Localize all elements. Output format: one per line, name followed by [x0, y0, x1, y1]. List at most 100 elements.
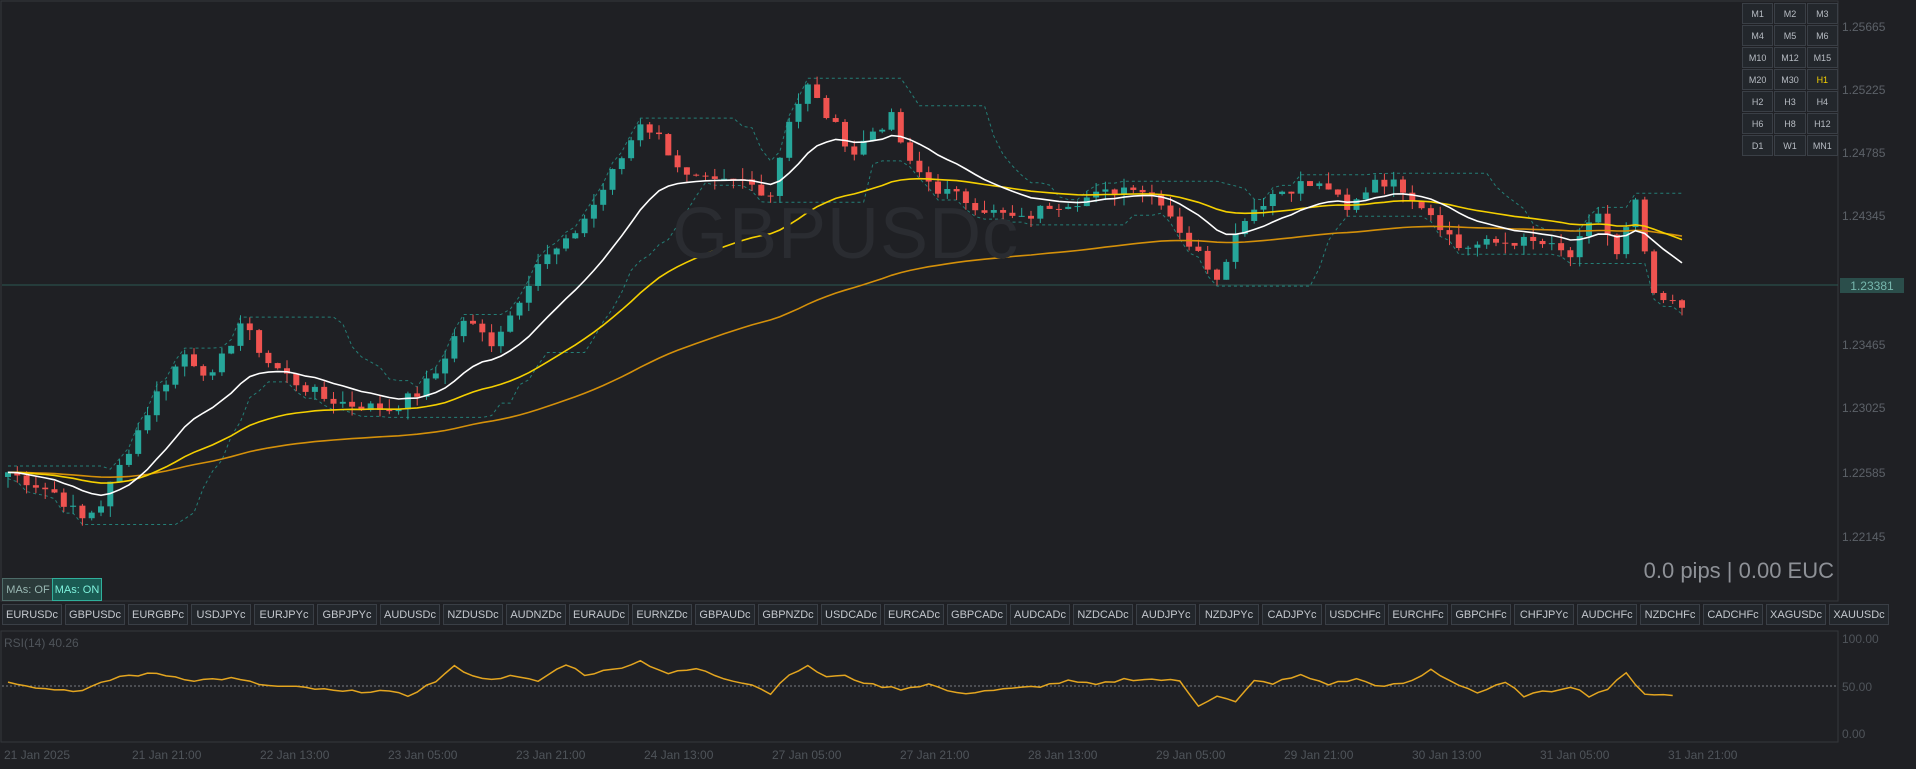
symbol-button-eurchfc[interactable]: EURCHFc — [1388, 604, 1448, 625]
candle-body — [386, 409, 393, 412]
symbol-button-usdcadc[interactable]: USDCADc — [821, 604, 881, 625]
symbol-button-usdjpyc[interactable]: USDJPYc — [191, 604, 251, 625]
timeframe-button-m15[interactable]: M15 — [1806, 47, 1838, 68]
symbol-button-audjpyc[interactable]: AUDJPYc — [1136, 604, 1196, 625]
symbol-button-nzdusdc[interactable]: NZDUSDc — [443, 604, 503, 625]
price-axis-label: 1.25225 — [1842, 83, 1886, 97]
candle-body — [1390, 179, 1397, 187]
rsi-axis-label: 100.00 — [1842, 632, 1879, 646]
symbol-button-eurusdc[interactable]: EURUSDc — [2, 604, 62, 625]
candle-body — [218, 353, 225, 373]
symbol-button-chfjpyc[interactable]: CHFJPYc — [1514, 604, 1574, 625]
symbol-button-gbpusdc[interactable]: GBPUSDc — [65, 604, 125, 625]
symbol-button-nzdchfc[interactable]: NZDCHFc — [1640, 604, 1700, 625]
timeframe-button-h1[interactable]: H1 — [1806, 69, 1838, 90]
timeframe-button-h4[interactable]: H4 — [1806, 91, 1838, 112]
candle-body — [293, 373, 300, 386]
timeframe-button-m10[interactable]: M10 — [1742, 47, 1774, 68]
candle-body — [330, 398, 337, 404]
timeframe-button-m12[interactable]: M12 — [1774, 47, 1806, 68]
candle-body — [888, 112, 895, 130]
current-price-label: 1.23381 — [1840, 278, 1904, 293]
candle-body — [990, 210, 997, 213]
candle-body — [1679, 300, 1685, 308]
candle-body — [804, 84, 811, 104]
candle-body — [1204, 250, 1211, 270]
symbol-button-eurcadc[interactable]: EURCADc — [884, 604, 944, 625]
time-axis-label: 22 Jan 13:00 — [260, 748, 330, 762]
candle-body — [395, 409, 402, 412]
timeframe-button-m20[interactable]: M20 — [1742, 69, 1774, 90]
candle-body — [265, 352, 272, 364]
timeframe-button-h2[interactable]: H2 — [1742, 91, 1774, 112]
candle-body — [209, 372, 216, 376]
candle-body — [795, 103, 802, 122]
candle-body — [683, 167, 690, 175]
symbol-button-eurgbpc[interactable]: EURGBPc — [128, 604, 188, 625]
pips-readout: 0.0 pips | 0.00 EUC — [1643, 558, 1834, 583]
symbol-button-cadchfc[interactable]: CADCHFc — [1703, 604, 1763, 625]
candle-body — [646, 124, 653, 133]
candle-body — [1446, 230, 1453, 235]
candlesticks — [5, 76, 1685, 526]
timeframe-button-m3[interactable]: M3 — [1806, 3, 1838, 24]
symbol-button-xauusdc[interactable]: XAUUSDc — [1829, 604, 1889, 625]
symbol-button-nzdcadc[interactable]: NZDCADc — [1073, 604, 1133, 625]
symbol-button-gbpnzdc[interactable]: GBPNZDc — [758, 604, 818, 625]
candle-body — [451, 336, 458, 359]
rsi-axis-label: 0.00 — [1842, 727, 1866, 741]
ma-off-button[interactable]: MAs: OF — [2, 578, 54, 601]
candle-body — [1483, 238, 1490, 245]
symbol-button-eurjpyc[interactable]: EURJPYc — [254, 604, 314, 625]
timeframe-button-w1[interactable]: W1 — [1774, 135, 1806, 156]
timeframe-button-m2[interactable]: M2 — [1774, 3, 1806, 24]
candle-body — [32, 485, 39, 488]
timeframe-button-m5[interactable]: M5 — [1774, 25, 1806, 46]
candle-body — [1418, 201, 1425, 209]
candle-body — [1195, 246, 1202, 251]
candle-body — [1028, 215, 1034, 219]
timeframe-button-m30[interactable]: M30 — [1774, 69, 1806, 90]
timeframe-button-h12[interactable]: H12 — [1806, 113, 1838, 134]
timeframe-button-h6[interactable]: H6 — [1742, 113, 1774, 134]
candle-body — [665, 134, 672, 156]
symbol-button-gbpjpyc[interactable]: GBPJPYc — [317, 604, 377, 625]
moving-averages — [7, 134, 1683, 497]
candle-body — [135, 430, 142, 454]
symbol-button-xagusdc[interactable]: XAGUSDc — [1766, 604, 1826, 625]
candle-body — [1121, 187, 1127, 196]
symbol-button-gbpchfc[interactable]: GBPCHFc — [1451, 604, 1511, 625]
candle-body — [125, 453, 132, 465]
time-axis-label: 27 Jan 05:00 — [772, 748, 842, 762]
symbol-button-gbpaudc[interactable]: GBPAUDc — [695, 604, 755, 625]
candle-body — [1372, 179, 1379, 193]
rsi-series-line — [7, 659, 1673, 708]
candle-body — [1325, 183, 1332, 190]
symbol-button-usdchfc[interactable]: USDCHFc — [1325, 604, 1385, 625]
candle-body — [925, 172, 932, 182]
candle-body — [823, 97, 830, 119]
timeframe-button-m6[interactable]: M6 — [1806, 25, 1838, 46]
timeframe-button-h8[interactable]: H8 — [1774, 113, 1806, 134]
candle-body — [786, 121, 793, 158]
timeframe-button-d1[interactable]: D1 — [1742, 135, 1774, 156]
symbol-button-cadjpyc[interactable]: CADJPYc — [1262, 604, 1322, 625]
symbol-button-euraudc[interactable]: EURAUDc — [569, 604, 629, 625]
symbol-button-audusdc[interactable]: AUDUSDc — [380, 604, 440, 625]
symbol-button-eurnzdc[interactable]: EURNZDc — [632, 604, 692, 625]
timeframe-button-m1[interactable]: M1 — [1742, 3, 1774, 24]
symbol-button-audcadc[interactable]: AUDCADc — [1010, 604, 1070, 625]
symbol-button-audnzdc[interactable]: AUDNZDc — [506, 604, 566, 625]
timeframe-button-m4[interactable]: M4 — [1742, 25, 1774, 46]
symbol-button-nzdjpyc[interactable]: NZDJPYc — [1199, 604, 1259, 625]
timeframe-button-mn1[interactable]: MN1 — [1806, 135, 1838, 156]
timeframe-button-h3[interactable]: H3 — [1774, 91, 1806, 112]
candle-body — [1660, 292, 1667, 301]
candle-body — [1232, 234, 1239, 262]
ma-on-button[interactable]: MAs: ON — [52, 578, 102, 601]
symbol-button-gbpcadc[interactable]: GBPCADc — [947, 604, 1007, 625]
candle-body — [1558, 243, 1565, 251]
symbol-button-audchfc[interactable]: AUDCHFc — [1577, 604, 1637, 625]
candle-body — [432, 373, 439, 379]
candle-body — [1400, 179, 1406, 193]
